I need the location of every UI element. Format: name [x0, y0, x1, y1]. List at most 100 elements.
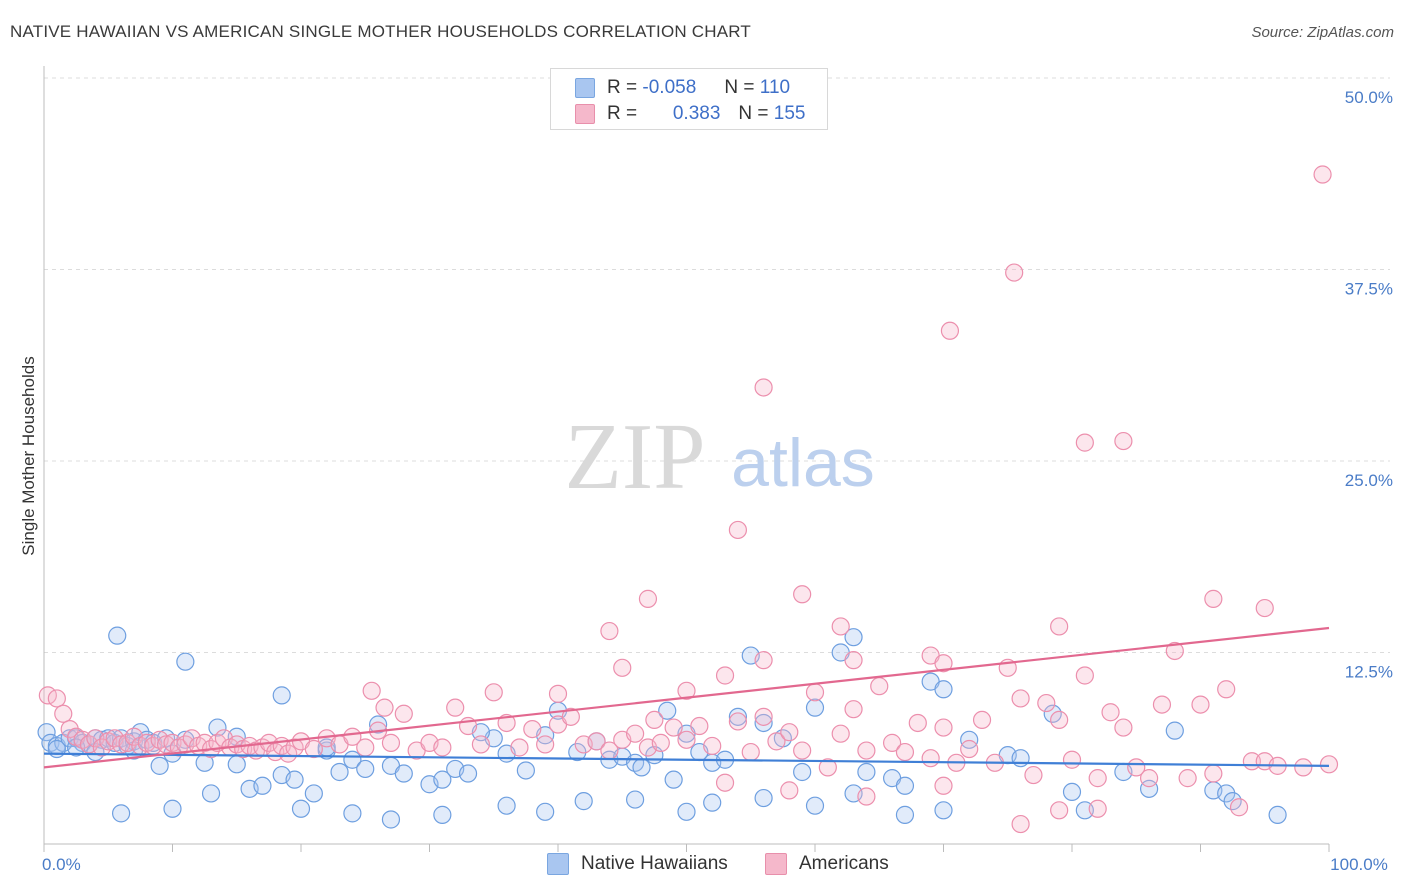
data-point — [934, 801, 953, 820]
data-point — [356, 759, 375, 779]
data-point — [1075, 666, 1094, 685]
data-point — [793, 585, 812, 604]
data-point — [1062, 750, 1082, 769]
data-point — [645, 710, 664, 730]
data-point — [304, 784, 323, 803]
legend-n-label: N = — [724, 77, 755, 98]
data-point — [163, 799, 182, 818]
data-point — [703, 736, 722, 756]
data-point — [908, 713, 927, 733]
data-point — [895, 742, 915, 762]
bottom-legend-label: Native Hawaiians — [581, 853, 728, 874]
data-point — [446, 698, 465, 717]
trend-line-americans — [43, 626, 1330, 769]
bottom-legend-swatch-pink — [765, 853, 787, 875]
data-point — [870, 677, 889, 696]
data-point — [516, 761, 535, 780]
data-point — [882, 733, 902, 752]
bottom-legend-native-hawaiians: Native Hawaiians — [547, 851, 728, 877]
bottom-legend-label: Americans — [799, 853, 889, 874]
trend-lines — [43, 626, 1330, 769]
data-point — [1024, 765, 1043, 785]
data-point — [574, 792, 593, 811]
data-point — [715, 773, 735, 792]
watermark: ZIP atlas — [565, 405, 875, 509]
data-point — [375, 698, 394, 717]
data-point — [561, 707, 580, 726]
data-point — [47, 689, 66, 708]
y-tick-label: 12.5% — [1345, 663, 1393, 682]
bottom-legend-americans: Americans — [765, 851, 889, 877]
data-point — [805, 796, 825, 815]
legend-row-americans: R = 0.383 N = 155 — [575, 102, 805, 126]
data-point — [690, 716, 709, 736]
data-point — [111, 804, 131, 823]
data-point — [108, 626, 127, 645]
data-point — [1229, 798, 1249, 817]
y-tick-label: 37.5% — [1345, 280, 1393, 299]
data-point — [37, 723, 56, 742]
data-point — [330, 762, 349, 782]
data-point — [523, 719, 542, 739]
data-point — [510, 738, 529, 757]
series-americans — [38, 165, 1339, 834]
data-point — [741, 742, 760, 762]
data-point — [844, 700, 863, 719]
data-point — [921, 749, 940, 768]
data-point — [548, 684, 568, 703]
source-label: Source: ZipAtlas.com — [1251, 24, 1394, 41]
data-point — [1165, 721, 1184, 740]
series-native-hawaiians — [37, 626, 1287, 829]
data-point — [381, 733, 401, 752]
bottom-legend-swatch-blue — [547, 853, 569, 875]
data-point — [754, 378, 773, 397]
data-point — [1114, 431, 1133, 451]
data-point — [1319, 755, 1339, 774]
data-point — [728, 520, 748, 540]
data-point — [1165, 641, 1184, 661]
data-point — [458, 764, 478, 783]
x-tick-label: 100.0% — [1330, 855, 1388, 874]
data-point — [1152, 695, 1172, 714]
data-point — [638, 589, 658, 608]
data-point — [1114, 718, 1133, 737]
legend-r-label: R = — [607, 103, 638, 124]
data-point — [844, 651, 863, 670]
data-point — [1088, 799, 1107, 818]
data-point — [934, 654, 953, 673]
chart-title: NATIVE HAWAIIAN VS AMERICAN SINGLE MOTHE… — [10, 22, 752, 41]
legend-swatch-pink — [575, 104, 595, 124]
data-point — [844, 628, 863, 647]
data-point — [433, 805, 452, 824]
data-point — [433, 738, 452, 757]
data-point — [1037, 693, 1056, 713]
data-point — [1050, 801, 1069, 820]
data-point — [934, 718, 953, 737]
data-point — [664, 718, 683, 737]
data-point — [433, 770, 452, 789]
data-point — [150, 756, 169, 775]
data-point — [934, 776, 953, 795]
data-point — [793, 741, 812, 760]
data-point — [754, 713, 773, 733]
data-point — [1294, 758, 1313, 777]
data-point — [1005, 263, 1024, 282]
data-point — [304, 739, 323, 759]
data-point — [754, 788, 773, 808]
data-point — [793, 762, 812, 782]
data-point — [805, 683, 825, 702]
data-point — [1204, 589, 1223, 608]
data-point — [1191, 695, 1210, 714]
data-point — [728, 707, 748, 726]
grid — [44, 77, 1390, 653]
data-point — [831, 724, 850, 743]
data-point — [54, 704, 73, 723]
data-point — [677, 681, 696, 700]
data-point — [600, 621, 619, 641]
data-point — [972, 710, 992, 730]
data-point — [960, 730, 979, 749]
data-point — [715, 666, 735, 685]
data-point — [208, 718, 227, 737]
y-axis-label: Single Mother Households — [19, 356, 38, 555]
data-point — [1062, 782, 1082, 802]
